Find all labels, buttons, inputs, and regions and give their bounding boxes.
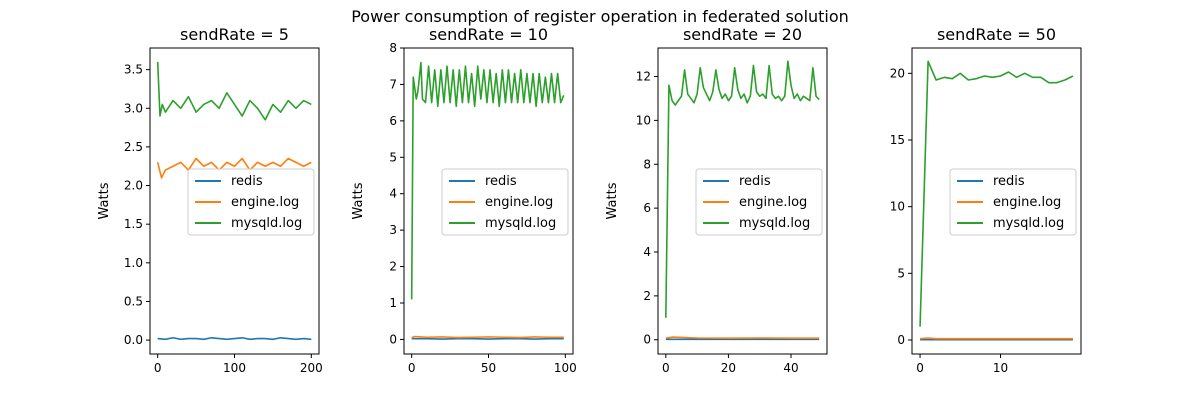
panel-title: sendRate = 5 bbox=[180, 25, 289, 44]
panel-3: sendRate = 50 0 10 0 5 10 15 20 redis engine.log m… bbox=[890, 25, 1082, 375]
x-tick-label: 0 bbox=[154, 361, 162, 375]
y-tick-label: 15 bbox=[890, 133, 905, 147]
series-line-mysqld-log bbox=[665, 60, 820, 318]
legend-label: mysqld.log bbox=[993, 216, 1064, 231]
y-tick-label: 0 bbox=[643, 333, 651, 347]
y-tick-label: 4 bbox=[643, 245, 651, 259]
legend: redis engine.log mysqld.log bbox=[187, 168, 315, 236]
axes-frame bbox=[911, 47, 1082, 355]
legend-label: engine.log bbox=[739, 195, 807, 210]
series-group bbox=[919, 60, 1074, 341]
y-tick-label: 2 bbox=[643, 289, 651, 303]
legend-box bbox=[441, 168, 569, 236]
legend-box bbox=[695, 168, 823, 236]
y-tick-label: 7 bbox=[389, 77, 397, 91]
x-tick-label: 0 bbox=[662, 361, 670, 375]
legend-box bbox=[949, 168, 1077, 236]
panel-1: sendRate = 10 Watts 0 50 100 0 1 2 3 4 5 6 7 8 redis en… bbox=[351, 25, 577, 375]
y-tick-label: 2.0 bbox=[124, 179, 143, 193]
axes-frame bbox=[657, 47, 828, 355]
series-line-mysqld-log bbox=[919, 60, 1074, 327]
y-tick-label: 12 bbox=[636, 70, 651, 84]
legend-label: engine.log bbox=[485, 195, 553, 210]
legend: redis engine.log mysqld.log bbox=[949, 168, 1077, 236]
y-tick-label: 5 bbox=[897, 266, 905, 280]
legend-label: engine.log bbox=[993, 195, 1061, 210]
legend-label: mysqld.log bbox=[739, 216, 810, 231]
y-tick-label: 3.5 bbox=[124, 63, 143, 77]
series-line-mysqld-log bbox=[156, 61, 312, 121]
x-tick-label: 50 bbox=[481, 361, 496, 375]
y-tick-label: 3.0 bbox=[124, 101, 143, 115]
x-tick-label: 20 bbox=[721, 361, 736, 375]
legend-label: redis bbox=[993, 174, 1025, 189]
y-tick-label: 20 bbox=[890, 66, 905, 80]
panel-title: sendRate = 50 bbox=[937, 25, 1056, 44]
x-tick-label: 0 bbox=[408, 361, 416, 375]
y-tick-label: 1.0 bbox=[124, 256, 143, 270]
y-axis-label: Watts bbox=[351, 182, 366, 219]
y-tick-label: 1 bbox=[389, 296, 397, 310]
y-tick-label: 0 bbox=[897, 333, 905, 347]
series-line-redis bbox=[157, 336, 312, 341]
series-line-engine-log bbox=[411, 335, 564, 339]
y-tick-label: 8 bbox=[389, 41, 397, 55]
x-tick-label: 100 bbox=[223, 361, 246, 375]
y-tick-label: 3 bbox=[389, 223, 397, 237]
legend-label: redis bbox=[231, 174, 263, 189]
legend: redis engine.log mysqld.log bbox=[441, 168, 569, 236]
y-axis-label: Watts bbox=[605, 182, 620, 219]
legend: redis engine.log mysqld.log bbox=[695, 168, 823, 236]
y-tick-label: 1.5 bbox=[124, 217, 143, 231]
y-tick-label: 2.5 bbox=[124, 140, 143, 154]
figure-title: Power consumption of register operation … bbox=[351, 7, 849, 26]
series-line-mysqld-log bbox=[410, 61, 565, 300]
legend-label: engine.log bbox=[231, 195, 299, 210]
x-tick-label: 0 bbox=[916, 361, 924, 375]
x-tick-label: 200 bbox=[300, 361, 323, 375]
x-tick-label: 40 bbox=[783, 361, 798, 375]
y-axis-label: Watts bbox=[97, 182, 112, 219]
y-tick-label: 2 bbox=[389, 260, 397, 274]
y-tick-label: 6 bbox=[643, 201, 651, 215]
panel-0: sendRate = 5 Watts 0 100 200 0.0 0.5 1.0 1.5 2.0 2… bbox=[97, 25, 323, 375]
y-tick-label: 0.0 bbox=[124, 333, 143, 347]
y-tick-label: 4 bbox=[389, 187, 397, 201]
legend-label: mysqld.log bbox=[231, 216, 302, 231]
x-tick-label: 10 bbox=[993, 361, 1008, 375]
x-tick-label: 100 bbox=[554, 361, 577, 375]
legend-box bbox=[187, 168, 315, 236]
legend-label: redis bbox=[485, 174, 517, 189]
series-line-engine-log bbox=[919, 337, 1073, 340]
panel-2: sendRate = 20 Watts 0 20 40 0 2 4 6 8 10 12 redis eng… bbox=[605, 25, 828, 375]
y-tick-label: 8 bbox=[643, 157, 651, 171]
series-group bbox=[410, 61, 565, 340]
y-tick-label: 10 bbox=[636, 113, 651, 127]
legend-label: mysqld.log bbox=[485, 216, 556, 231]
y-tick-label: 10 bbox=[890, 200, 905, 214]
y-tick-label: 5 bbox=[389, 150, 397, 164]
series-group bbox=[665, 60, 820, 341]
legend-label: redis bbox=[739, 174, 771, 189]
y-tick-label: 0.5 bbox=[124, 294, 143, 308]
panel-title: sendRate = 10 bbox=[429, 25, 548, 44]
y-tick-label: 0 bbox=[389, 332, 397, 346]
panel-title: sendRate = 20 bbox=[683, 25, 802, 44]
series-group bbox=[156, 61, 312, 341]
y-tick-label: 6 bbox=[389, 114, 397, 128]
series-line-engine-log bbox=[665, 336, 820, 340]
series-line-engine-log bbox=[156, 157, 312, 179]
